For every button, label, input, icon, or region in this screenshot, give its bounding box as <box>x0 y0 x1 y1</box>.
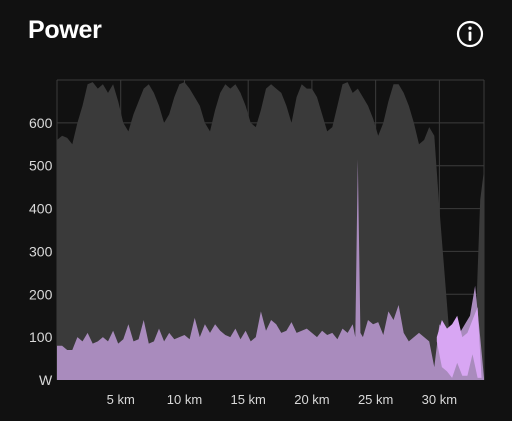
y-axis-ticks: 100 200 300 400 500 600 W <box>29 115 53 388</box>
power-range-area <box>57 82 484 380</box>
x-tick-label: 5 km <box>107 392 135 407</box>
y-tick-label: 100 <box>29 329 53 345</box>
info-circle-icon <box>456 20 484 48</box>
page-title: Power <box>28 16 102 44</box>
x-tick-label: 10 km <box>167 392 202 407</box>
y-tick-label: 600 <box>29 115 53 131</box>
x-tick-label: 20 km <box>294 392 329 407</box>
y-tick-label: 400 <box>29 201 53 217</box>
y-unit-label: W <box>39 372 53 388</box>
y-tick-label: 300 <box>29 243 53 259</box>
info-button[interactable] <box>456 20 484 48</box>
x-tick-label: 30 km <box>422 392 457 407</box>
x-tick-label: 15 km <box>230 392 265 407</box>
y-tick-label: 500 <box>29 158 53 174</box>
y-tick-label: 200 <box>29 286 53 302</box>
power-area <box>57 159 484 380</box>
x-tick-label: 25 km <box>358 392 393 407</box>
x-axis-ticks: 5 km 10 km 15 km 20 km 25 km 30 km <box>107 392 457 407</box>
selected-segment-area <box>436 307 482 378</box>
